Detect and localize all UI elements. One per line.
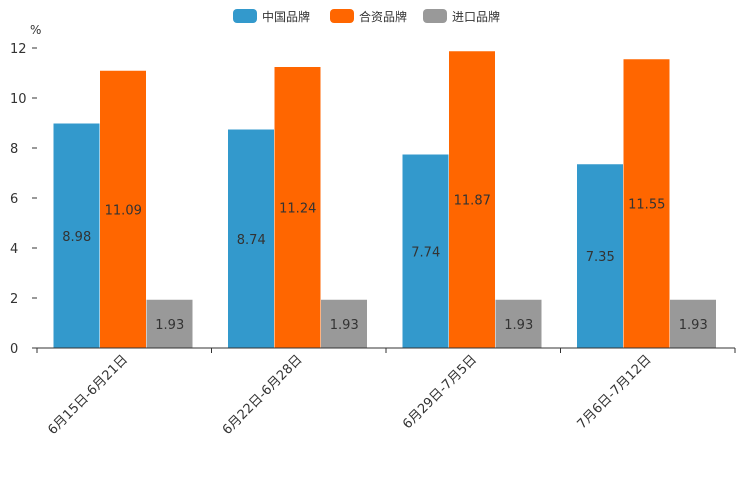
y-tick-label: 0 bbox=[10, 342, 18, 357]
y-tick-label: 8 bbox=[10, 142, 18, 157]
bar bbox=[449, 51, 495, 348]
y-tick-label: 4 bbox=[10, 242, 18, 257]
bar bbox=[402, 154, 449, 348]
legend: 中国品牌 合资品牌 进口品牌 bbox=[233, 9, 500, 24]
bar bbox=[100, 70, 146, 348]
y-tick-label: 12 bbox=[10, 42, 27, 57]
data-label: 1.93 bbox=[679, 318, 708, 333]
data-label: 1.93 bbox=[155, 318, 184, 333]
data-label: 11.24 bbox=[279, 202, 316, 217]
data-label: 11.09 bbox=[105, 203, 142, 218]
bar bbox=[228, 129, 274, 348]
data-label: 8.74 bbox=[237, 233, 266, 248]
data-label: 1.93 bbox=[330, 318, 359, 333]
legend-label: 进口品牌 bbox=[452, 10, 500, 24]
legend-label: 合资品牌 bbox=[359, 9, 407, 24]
legend-swatch bbox=[330, 9, 354, 23]
x-tick-label: 6月15日-6月21日 bbox=[45, 352, 131, 438]
y-axis-label: % bbox=[30, 23, 41, 37]
bar bbox=[623, 59, 670, 348]
x-axis: 6月15日-6月21日 6月22日-6月28日 6月29日-7月5日 7月6日-7月1… bbox=[36, 347, 736, 438]
bar bbox=[577, 164, 623, 348]
bar bbox=[274, 67, 321, 348]
data-label: 7.74 bbox=[411, 245, 440, 260]
bar bbox=[53, 123, 100, 348]
x-tick-label: 7月6日-7月12日 bbox=[575, 352, 655, 432]
data-label: 11.87 bbox=[454, 194, 491, 209]
data-label: 8.98 bbox=[62, 230, 91, 245]
bar bbox=[495, 299, 542, 348]
legend-swatch bbox=[233, 9, 257, 23]
bar bbox=[321, 299, 367, 348]
y-tick-label: 2 bbox=[10, 292, 18, 307]
legend-swatch bbox=[423, 9, 447, 23]
bar bbox=[670, 299, 716, 348]
x-tick-label: 6月29日-7月5日 bbox=[400, 352, 480, 432]
bars: 8.98 11.09 1.93 8.74 11.24 1.93 7.74 11.87 1.93 7… bbox=[53, 51, 716, 348]
data-label: 11.55 bbox=[628, 198, 665, 213]
x-tick-label: 6月22日-6月28日 bbox=[220, 352, 306, 438]
legend-label: 中国品牌 bbox=[262, 9, 310, 24]
data-label: 7.35 bbox=[586, 250, 615, 265]
y-tick-label: 10 bbox=[10, 92, 27, 107]
bar bbox=[146, 299, 193, 348]
data-label: 1.93 bbox=[504, 318, 533, 333]
y-tick-label: 6 bbox=[10, 192, 18, 207]
y-axis: 0 2 4 6 8 10 12 bbox=[10, 42, 37, 357]
